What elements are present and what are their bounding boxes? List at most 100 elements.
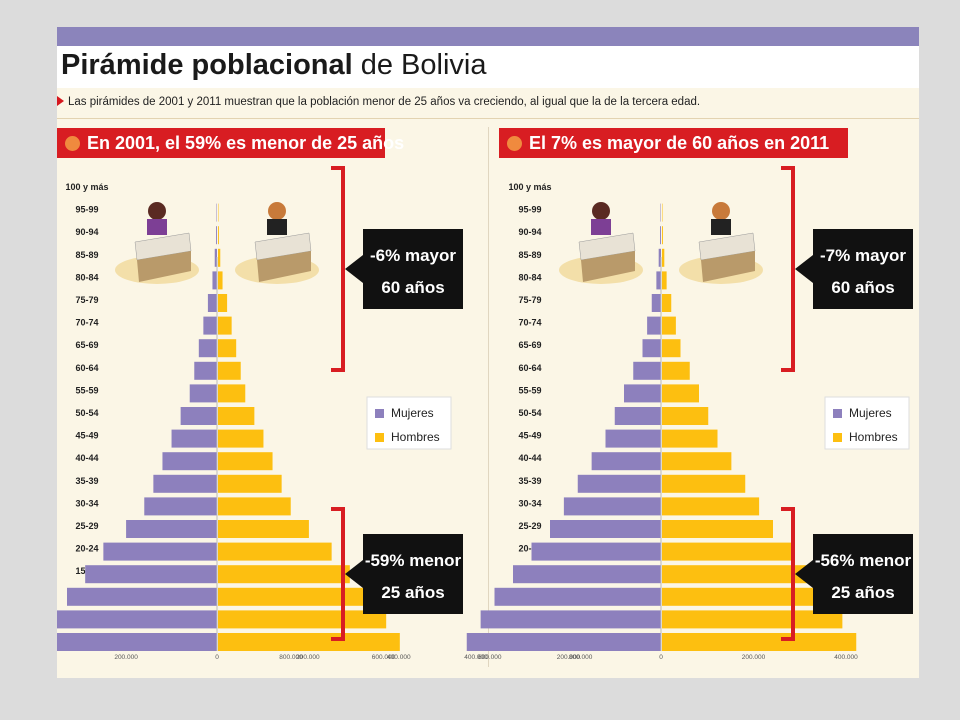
age-label: 65-69: [518, 340, 541, 350]
figure-body-icon: [711, 219, 731, 235]
bar-hombres: [662, 565, 810, 584]
bar-hombres: [662, 226, 663, 245]
bar-hombres: [218, 587, 368, 606]
bar-hombres: [218, 316, 232, 335]
age-label: 40-44: [518, 453, 541, 463]
bar-hombres: [218, 497, 291, 516]
panel-2011-header: El 7% es mayor de 60 años en 2011: [499, 128, 848, 158]
age-label: 80-84: [518, 272, 541, 282]
age-label: 55-59: [518, 385, 541, 395]
bar-hombres: [218, 542, 332, 561]
bar-hombres: [218, 361, 241, 380]
bar-mujeres: [642, 339, 661, 358]
bar-hombres: [662, 384, 699, 403]
callout-bracket: [781, 507, 795, 641]
age-label: 65-69: [75, 340, 98, 350]
dot-icon: [507, 136, 522, 151]
bar-mujeres: [144, 497, 217, 516]
bar-hombres: [218, 520, 309, 538]
legend: Mujeres Hombres: [824, 396, 910, 450]
age-label: 85-89: [75, 250, 98, 260]
desk-front-icon: [137, 251, 191, 282]
desk-front-icon: [581, 251, 635, 282]
bar-mujeres: [198, 339, 217, 358]
age-label: 25-29: [518, 521, 541, 531]
woman-head-icon: [592, 202, 610, 220]
bar-mujeres: [207, 294, 217, 312]
legend-label-hombres: Hombres: [849, 430, 898, 444]
age-label: 50-54: [75, 408, 98, 418]
callout-line2: 60 años: [381, 278, 444, 297]
bar-hombres: [218, 248, 221, 267]
bar-mujeres: [189, 384, 217, 403]
x-tick-label: 0: [659, 654, 663, 661]
x-tick-label: 400.000: [834, 654, 858, 661]
legend-swatch-hombres: [375, 433, 384, 442]
bar-hombres: [662, 294, 672, 312]
age-label: 80-84: [75, 272, 98, 282]
callout-line2: 60 años: [831, 278, 894, 297]
age-label: 90-94: [75, 227, 98, 237]
bar-mujeres: [658, 248, 661, 267]
callout-arrow-icon: [345, 255, 363, 283]
bar-mujeres: [531, 542, 661, 561]
bar-mujeres: [57, 610, 218, 629]
bar-hombres: [218, 474, 282, 493]
age-label: 40-44: [75, 453, 98, 463]
bar-mujeres: [550, 520, 661, 538]
bar-mujeres: [605, 429, 661, 448]
bar-mujeres: [577, 474, 661, 493]
age-label: 70-74: [518, 318, 541, 328]
bar-hombres: [662, 497, 760, 516]
bar-hombres: [662, 452, 732, 471]
bar-mujeres: [203, 316, 217, 335]
x-tick-label: 0: [215, 654, 219, 661]
bar-mujeres: [633, 361, 661, 380]
bar-mujeres: [57, 633, 217, 651]
bar-mujeres: [563, 497, 661, 516]
callout-arrow-icon: [345, 560, 363, 588]
panel-2001-header-text: En 2001, el 59% es menor de 25 años: [87, 133, 405, 153]
callout-bracket: [331, 507, 345, 641]
x-tick-label: 200.000: [114, 654, 138, 661]
x-tick-label: 200.000: [742, 654, 766, 661]
bar-hombres: [218, 633, 400, 651]
bar-hombres: [662, 633, 857, 651]
bar-hombres: [218, 407, 255, 425]
bar-mujeres: [591, 452, 661, 471]
figure-body-icon: [267, 219, 287, 235]
legend-label-hombres: Hombres: [391, 430, 440, 444]
man-head-icon: [712, 202, 730, 220]
bar-mujeres: [194, 361, 217, 380]
bar-hombres: [218, 226, 219, 245]
infographic-frame: Pirámide poblacional de Bolivia Las pirá…: [57, 27, 919, 678]
bar-hombres: [218, 294, 228, 312]
callout-arrow-icon: [795, 255, 813, 283]
man-head-icon: [268, 202, 286, 220]
callout-line1: -56% menor: [815, 551, 912, 570]
x-tick-label: 600.000: [478, 654, 502, 661]
bar-hombres: [662, 520, 773, 538]
title-rest: de Bolivia: [352, 49, 487, 81]
pyramid-panel-1: 100 y más 95-99 90-94 85-89 80-84 75-79 70-74 6…: [279, 166, 913, 661]
bar-hombres: [218, 610, 387, 629]
age-label: 75-79: [518, 295, 541, 305]
bar-hombres: [662, 271, 667, 290]
x-tick-label: 800.000: [279, 654, 303, 661]
callout-bracket: [781, 166, 795, 372]
bar-mujeres: [466, 633, 661, 651]
age-label: 60-64: [518, 363, 541, 373]
woman-head-icon: [148, 202, 166, 220]
bar-hombres: [662, 316, 676, 335]
dot-icon: [65, 136, 80, 151]
bar-hombres: [662, 361, 690, 380]
bar-hombres: [218, 271, 223, 290]
age-label: 45-49: [518, 431, 541, 441]
x-tick-label: 400.000: [464, 654, 488, 661]
age-label: 20-24: [75, 544, 98, 554]
figure-body-icon: [147, 219, 167, 235]
age-label: 100 y más: [65, 182, 108, 192]
callout-line1: -59% menor: [365, 551, 462, 570]
bar-mujeres: [214, 248, 217, 267]
age-label: 35-39: [75, 476, 98, 486]
